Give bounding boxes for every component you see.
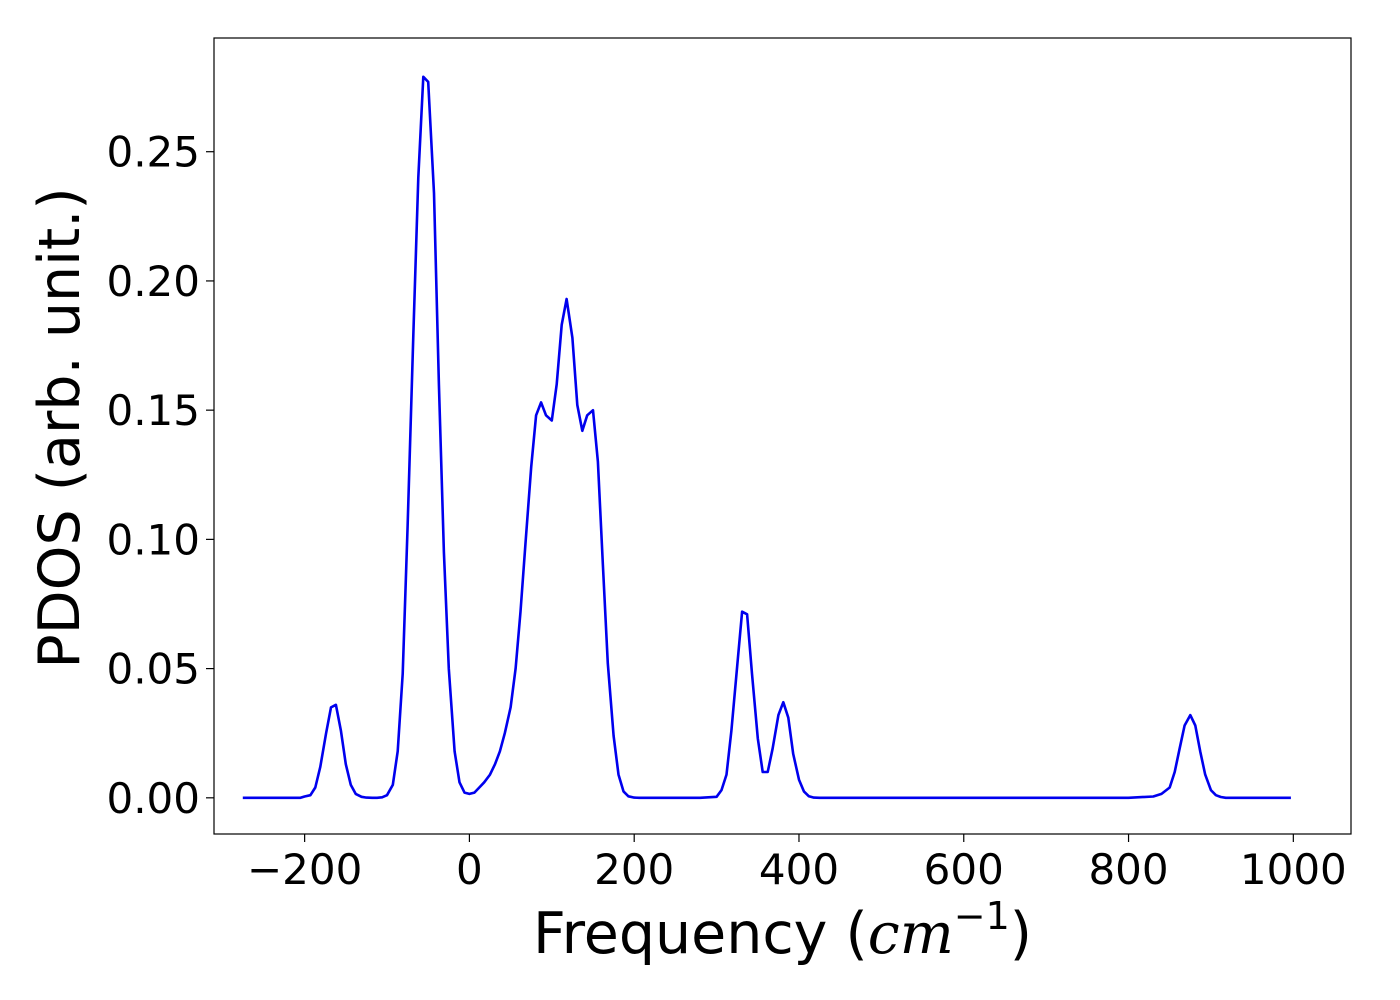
- y-tick-label: 0.15: [106, 386, 200, 435]
- x-axis-label-prefix: Frequency (: [533, 901, 868, 967]
- x-tick-label: 0: [456, 845, 483, 894]
- y-tick-label: 0.00: [106, 774, 200, 823]
- x-tick-label: 600: [924, 845, 1004, 894]
- x-axis-label-exponent: −1: [954, 894, 1010, 938]
- x-axis-label-variable: cm: [868, 901, 954, 967]
- plot-frame: [213, 37, 1352, 835]
- x-axis-label-suffix: ): [1010, 901, 1032, 967]
- y-tick-label: 0.25: [106, 128, 200, 177]
- pdos-series-line: [242, 75, 1291, 800]
- y-axis-label: PDOS (arb. unit.): [27, 187, 93, 668]
- series-group: [242, 75, 1291, 800]
- y-tick-label: 0.10: [106, 515, 200, 564]
- x-tick-label: 400: [759, 845, 839, 894]
- x-axis-label: Frequency (cm−1): [533, 894, 1032, 967]
- y-tick-label: 0.05: [106, 645, 200, 694]
- x-axis-ticks: −200 0 200 400 600 800 1000: [247, 834, 1347, 894]
- x-tick-label: 1000: [1240, 845, 1347, 894]
- x-tick-label: 800: [1088, 845, 1168, 894]
- x-tick-label: −200: [247, 845, 362, 894]
- y-axis-ticks: 0.00 0.05 0.10 0.15 0.20 0.25: [106, 128, 214, 823]
- y-tick-label: 0.20: [106, 257, 200, 306]
- x-tick-label: 200: [594, 845, 674, 894]
